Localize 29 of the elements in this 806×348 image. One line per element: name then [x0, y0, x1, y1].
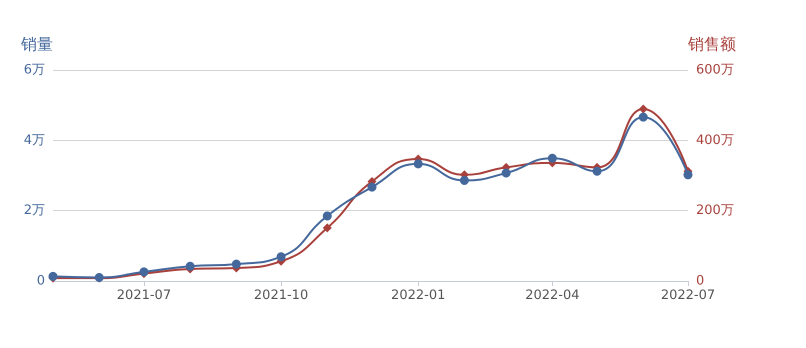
x-tick-label: 2022-07	[660, 288, 716, 303]
y2-tick-label: 600万	[696, 62, 734, 78]
x-tick-label: 2022-04	[525, 288, 580, 303]
point	[186, 262, 195, 271]
point	[276, 252, 286, 262]
point	[232, 260, 241, 269]
point	[414, 159, 423, 168]
y-tick-label: 2万	[24, 203, 45, 218]
point	[322, 211, 332, 220]
y2-tick-label: 0	[696, 274, 704, 288]
y2-tick-label: 400万	[696, 132, 734, 148]
x-tick-label: 2021-07	[116, 288, 172, 303]
y-tick-label: 6万	[24, 62, 45, 78]
point	[368, 182, 376, 192]
point	[684, 170, 692, 180]
point	[502, 168, 511, 178]
y-tick-label: 0	[36, 274, 45, 288]
y2-tick-label: 200万	[696, 203, 734, 218]
y-tick-label: 4万	[24, 132, 45, 148]
point	[548, 154, 557, 163]
x-tick-label: 2022-01	[391, 288, 446, 303]
point	[638, 112, 648, 122]
y2-axis-title: 销售额	[687, 34, 736, 54]
point	[638, 104, 648, 114]
x-tick-label: 2021-10	[254, 288, 308, 303]
y-axis-title: 销量	[20, 34, 53, 54]
point	[460, 176, 469, 185]
point	[322, 223, 332, 232]
point	[592, 166, 602, 176]
